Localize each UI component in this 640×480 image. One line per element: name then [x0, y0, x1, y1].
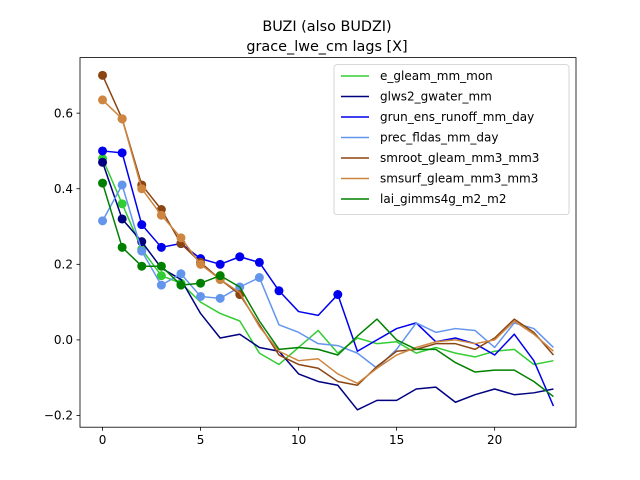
legend-box	[333, 64, 570, 215]
series-line	[102, 99, 554, 385]
data-point	[98, 216, 108, 226]
chart-title: BUZI (also BUDZI)	[262, 19, 391, 35]
data-point	[137, 261, 147, 271]
data-point	[156, 261, 166, 271]
data-point	[156, 280, 166, 290]
legend: e_gleam_mm_mon glws2_gwater_mm grun_ens_ru…	[333, 64, 570, 215]
data-point	[156, 210, 166, 220]
data-point	[117, 242, 127, 252]
y-tick-label: 0.6	[54, 106, 73, 120]
data-point	[117, 214, 127, 224]
data-point	[254, 257, 264, 267]
legend-label: e_gleam_mm_mon	[380, 69, 493, 83]
y-tick-label: 0.4	[54, 182, 73, 196]
data-point	[117, 180, 127, 190]
legend-item: prec_fldas_mm_day	[341, 131, 499, 145]
data-point	[98, 157, 108, 167]
x-tick-label: 5	[197, 433, 205, 447]
data-point	[117, 114, 127, 124]
legend-label: grun_ens_runoff_mm_day	[380, 110, 534, 124]
legend-item: e_gleam_mm_mon	[341, 69, 493, 83]
legend-item: smsurf_gleam_mm3_mm3	[341, 172, 538, 186]
data-point	[137, 220, 147, 230]
series-layer	[98, 70, 555, 411]
data-point	[176, 269, 186, 279]
legend-label: prec_fldas_mm_day	[380, 131, 499, 145]
data-point	[196, 278, 206, 288]
data-point	[176, 233, 186, 243]
data-point	[117, 199, 127, 209]
data-point	[176, 280, 186, 290]
data-point	[98, 70, 108, 80]
x-tick-label: 0	[99, 433, 107, 447]
data-point	[156, 242, 166, 252]
data-point	[196, 291, 206, 301]
series-glws2_gwater_mm	[98, 157, 554, 411]
data-point	[156, 271, 166, 281]
x-tick-label: 15	[389, 433, 404, 447]
x-tick-label: 20	[487, 433, 502, 447]
data-point	[98, 178, 108, 188]
data-point	[137, 246, 147, 256]
legend-label: smroot_gleam_mm3_mm3	[380, 151, 539, 165]
data-point	[333, 290, 343, 300]
data-point	[254, 273, 264, 283]
x-tick-label: 10	[291, 433, 306, 447]
legend-label: glws2_gwater_mm	[380, 90, 492, 104]
legend-item: glws2_gwater_mm	[341, 90, 492, 104]
legend-item: smroot_gleam_mm3_mm3	[341, 151, 539, 165]
legend-item: grun_ens_runoff_mm_day	[341, 110, 534, 124]
y-tick-label: 0.2	[54, 258, 73, 272]
series-line	[101, 182, 554, 398]
chart-subtitle: grace_lwe_cm lags [X]	[246, 39, 407, 55]
data-point	[215, 293, 225, 303]
data-point	[98, 95, 108, 105]
data-point	[235, 252, 245, 262]
y-tick-label: −0.2	[44, 409, 73, 423]
data-point	[98, 146, 108, 156]
legend-item: lai_gimms4g_m2_m2	[341, 192, 507, 206]
series-line	[101, 162, 554, 411]
data-point	[215, 271, 225, 281]
data-point	[196, 259, 206, 269]
data-point	[215, 259, 225, 269]
y-tick-label: 0.0	[54, 333, 73, 347]
data-point	[274, 286, 284, 296]
data-point	[117, 148, 127, 158]
series-lai_gimms4g_m2_m2	[98, 178, 554, 398]
data-point	[137, 184, 147, 194]
axes-layer: 0 5 10 15 20 −0.2 0.0 0.2 0.4 0.6	[44, 106, 502, 447]
series-prec_fldas_mm_day	[98, 180, 554, 369]
legend-label: smsurf_gleam_mm3_mm3	[380, 172, 538, 186]
plot-frame	[79, 57, 577, 428]
legend-label: lai_gimms4g_m2_m2	[380, 192, 507, 206]
